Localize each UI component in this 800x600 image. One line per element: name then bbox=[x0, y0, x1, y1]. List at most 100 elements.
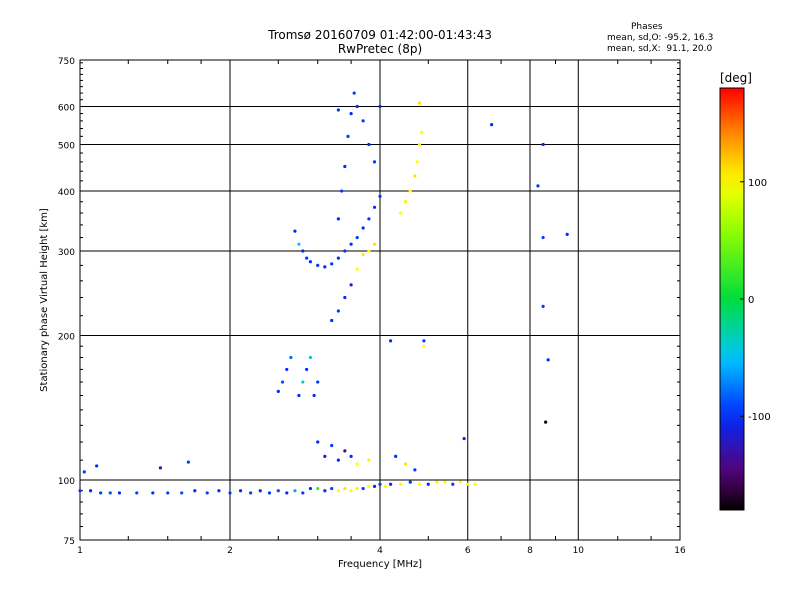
data-point bbox=[361, 486, 365, 491]
data-point bbox=[343, 249, 347, 253]
data-point bbox=[95, 464, 99, 468]
data-point bbox=[378, 104, 382, 109]
data-point bbox=[372, 205, 377, 209]
data-point bbox=[367, 484, 371, 488]
data-point bbox=[403, 462, 408, 466]
data-point bbox=[308, 486, 313, 491]
data-point bbox=[228, 491, 232, 495]
x-tick-label: 1 bbox=[77, 546, 83, 556]
colorbar-label: [deg] bbox=[720, 71, 752, 85]
data-point bbox=[330, 443, 334, 448]
y-tick-label: 400 bbox=[58, 188, 75, 198]
data-point bbox=[435, 480, 439, 484]
data-point bbox=[422, 344, 426, 348]
data-point bbox=[217, 489, 221, 493]
data-point bbox=[349, 242, 353, 246]
data-point bbox=[378, 194, 382, 198]
data-point bbox=[415, 160, 419, 164]
colorbar-tick-label: 0 bbox=[748, 295, 754, 306]
y-tick-label: 200 bbox=[58, 333, 75, 343]
data-point bbox=[336, 108, 340, 112]
x-tick-label: 10 bbox=[573, 546, 585, 556]
data-point bbox=[394, 454, 398, 459]
data-point bbox=[301, 491, 305, 495]
data-point bbox=[388, 339, 393, 343]
data-point bbox=[316, 380, 320, 384]
data-point bbox=[330, 262, 334, 266]
data-point bbox=[336, 489, 340, 493]
data-point bbox=[541, 304, 545, 309]
data-point bbox=[367, 458, 371, 462]
data-point bbox=[238, 489, 243, 493]
data-point bbox=[205, 491, 209, 495]
data-point bbox=[367, 142, 371, 147]
x-tick-label: 8 bbox=[527, 546, 533, 556]
data-point bbox=[88, 489, 93, 493]
data-point bbox=[399, 482, 403, 486]
data-point bbox=[285, 367, 289, 372]
data-point bbox=[343, 295, 347, 300]
data-point bbox=[417, 101, 422, 105]
chart-title-line2: RwPretec (8p) bbox=[337, 42, 423, 56]
data-point bbox=[466, 482, 470, 486]
data-point bbox=[413, 468, 417, 472]
data-point bbox=[451, 482, 455, 486]
data-point bbox=[99, 491, 103, 495]
data-point bbox=[301, 249, 305, 253]
phases-mean-o: mean, sd,O: -95.2, 16.3 bbox=[607, 33, 714, 43]
data-point bbox=[462, 436, 466, 441]
data-point bbox=[135, 491, 139, 495]
data-point bbox=[249, 491, 253, 495]
chart-title-line1: Tromsø 20160709 01:42:00-01:43:43 bbox=[268, 28, 492, 42]
data-point bbox=[336, 256, 340, 260]
data-point bbox=[297, 242, 301, 246]
data-point bbox=[323, 489, 327, 493]
data-point bbox=[117, 491, 122, 495]
data-point bbox=[367, 249, 371, 253]
data-point bbox=[443, 480, 447, 484]
data-point bbox=[458, 480, 463, 484]
data-point bbox=[408, 189, 412, 193]
data-point bbox=[420, 130, 424, 134]
phases-title: Phases bbox=[631, 22, 663, 32]
data-point bbox=[323, 265, 327, 269]
data-point bbox=[82, 470, 86, 474]
y-tick-label: 300 bbox=[58, 248, 75, 258]
data-point bbox=[541, 235, 545, 240]
data-point bbox=[166, 491, 170, 495]
data-point bbox=[330, 486, 334, 491]
data-point bbox=[378, 482, 382, 486]
data-point bbox=[180, 491, 184, 495]
y-tick-label: 100 bbox=[58, 477, 75, 487]
data-point bbox=[490, 123, 494, 127]
data-point bbox=[355, 486, 359, 491]
y-tick-label: 75 bbox=[64, 537, 75, 547]
data-point bbox=[158, 466, 163, 470]
data-point bbox=[343, 449, 347, 453]
x-tick-label: 6 bbox=[465, 546, 471, 556]
data-point bbox=[280, 380, 285, 384]
data-point bbox=[413, 174, 417, 178]
data-point bbox=[349, 111, 353, 116]
data-point bbox=[355, 235, 359, 240]
data-point bbox=[355, 104, 359, 109]
data-point bbox=[340, 189, 344, 193]
data-point bbox=[151, 491, 155, 495]
data-point bbox=[297, 393, 301, 398]
data-point bbox=[372, 484, 377, 488]
data-point bbox=[316, 263, 320, 267]
x-axis-label: Frequency [MHz] bbox=[338, 559, 422, 570]
data-point bbox=[367, 217, 371, 221]
data-point bbox=[417, 482, 422, 486]
data-point bbox=[361, 119, 365, 123]
data-point bbox=[330, 318, 334, 323]
data-point bbox=[336, 309, 340, 313]
data-point bbox=[426, 482, 430, 486]
x-tick-label: 16 bbox=[674, 546, 686, 556]
data-point bbox=[403, 200, 408, 204]
data-point bbox=[312, 393, 316, 398]
data-point bbox=[544, 420, 548, 424]
data-point bbox=[343, 486, 347, 491]
